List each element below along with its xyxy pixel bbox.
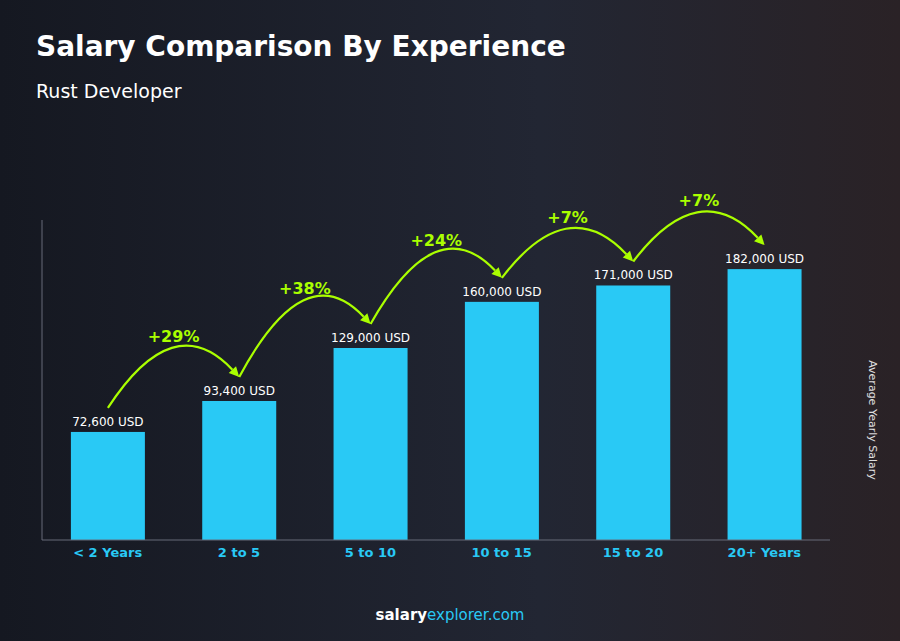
- html-text:Rust Developer: Rust Developer: [36, 80, 182, 102]
- svg-text:< 2 Years: < 2 Years: [73, 545, 142, 560]
- svg-text:+24%: +24%: [410, 231, 462, 250]
- svg-text:20+ Years: 20+ Years: [728, 545, 802, 560]
- svg-text:15 to 20: 15 to 20: [603, 545, 663, 560]
- svg-text:+7%: +7%: [679, 191, 720, 210]
- html-text:Salary Comparison By Experienc: Salary Comparison By Experience: [36, 30, 566, 63]
- svg-text:129,000 USD: 129,000 USD: [331, 331, 410, 345]
- svg-text:72,600 USD: 72,600 USD: [72, 415, 143, 429]
- svg-text:+7%: +7%: [547, 208, 588, 227]
- svg-text:160,000 USD: 160,000 USD: [462, 285, 541, 299]
- svg-text:2 to 5: 2 to 5: [218, 545, 260, 560]
- svg-text:+29%: +29%: [148, 327, 200, 346]
- html-text:Average Yearly Salary: Average Yearly Salary: [865, 360, 879, 480]
- svg-text:10 to 15: 10 to 15: [471, 545, 531, 560]
- svg-text:+38%: +38%: [279, 279, 331, 298]
- svg-text:171,000 USD: 171,000 USD: [594, 268, 673, 282]
- svg-text:182,000 USD: 182,000 USD: [725, 252, 804, 266]
- html-text:salary explorer.com: salary explorer.com: [375, 606, 525, 624]
- svg-text:93,400 USD: 93,400 USD: [204, 384, 275, 398]
- svg-text:5 to 10: 5 to 10: [345, 545, 396, 560]
